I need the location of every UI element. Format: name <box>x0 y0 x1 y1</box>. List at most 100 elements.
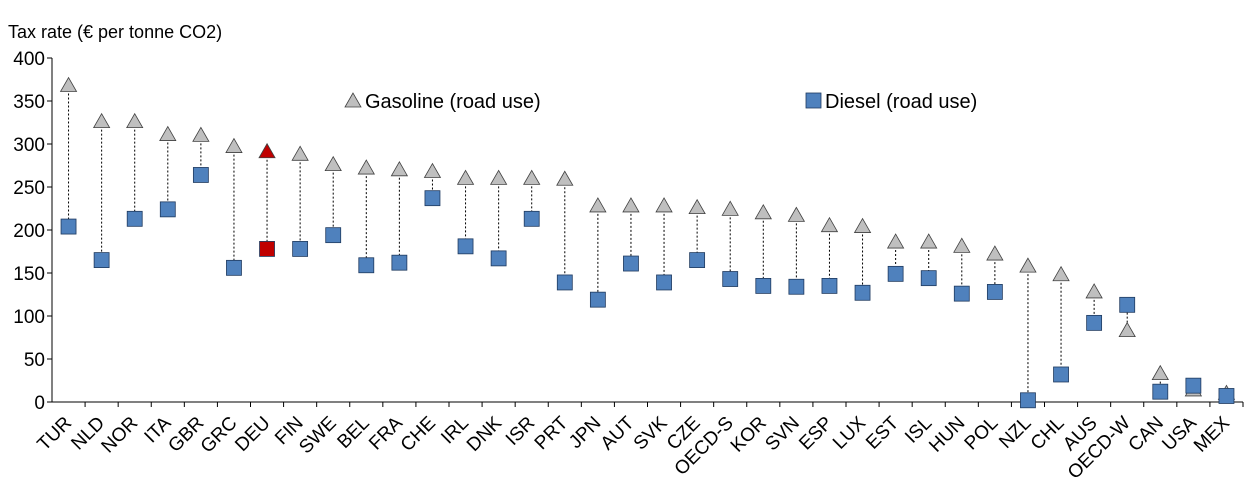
diesel-marker <box>93 252 110 269</box>
y-tick-label: 100 <box>13 307 45 328</box>
y-tick-label: 200 <box>13 221 45 242</box>
x-tick-label: NOR <box>98 413 143 458</box>
gasoline-marker <box>357 159 375 175</box>
x-tick-label: GBR <box>164 413 208 457</box>
diesel-marker <box>159 201 176 218</box>
axes <box>51 58 1243 403</box>
y-tick-label: 250 <box>13 178 45 199</box>
x-tick-label: SVN <box>761 413 803 455</box>
x-tick-label: CHL <box>1027 413 1069 455</box>
gasoline-marker <box>986 245 1004 261</box>
gasoline-marker <box>225 137 243 153</box>
x-tick-label: ISR <box>502 413 539 450</box>
diesel-marker <box>60 218 77 235</box>
gasoline-marker <box>886 233 905 249</box>
y-tick-label: 150 <box>13 264 45 285</box>
legend-diesel-marker <box>805 92 822 109</box>
x-tick-label: DNK <box>463 412 506 455</box>
diesel-marker <box>192 167 209 183</box>
x-tick-label: DEU <box>231 413 274 456</box>
y-tick-label: 400 <box>13 49 45 70</box>
gasoline-marker <box>655 197 673 213</box>
gasoline-marker <box>754 203 772 220</box>
diesel-marker <box>457 238 474 255</box>
x-ticks: TURNLDNORITAGBRGRCDEUFINSWEBELFRACHEIRLD… <box>34 402 1244 484</box>
diesel-marker <box>986 284 1003 300</box>
gasoline-marker <box>59 76 78 92</box>
gasoline-marker <box>523 169 541 185</box>
gasoline-marker <box>1085 283 1103 299</box>
x-tick-label: POL <box>961 413 1003 455</box>
x-tick-label: KOR <box>727 413 771 457</box>
diesel-marker <box>1053 366 1069 383</box>
gasoline-marker <box>126 112 144 129</box>
legend-gasoline-label: Gasoline (road use) <box>365 91 541 113</box>
diesel-marker <box>556 274 573 291</box>
diesel-marker <box>589 291 606 308</box>
gasoline-marker <box>258 142 276 159</box>
x-tick-label: FRA <box>365 412 407 454</box>
diesel-marker <box>1119 296 1136 313</box>
y-tick-label: 350 <box>13 92 45 113</box>
diesel-marker <box>1020 392 1036 409</box>
diesel-marker <box>755 277 772 294</box>
x-tick-label: ESP <box>795 413 837 455</box>
gasoline-marker <box>192 126 210 142</box>
diesel-marker <box>689 252 706 269</box>
legend-gasoline-marker <box>344 92 362 108</box>
gasoline-marker <box>291 145 309 161</box>
y-ticks: 0 50 100 150 200 250 300 350 400 <box>13 49 52 414</box>
diesel-marker <box>656 274 672 291</box>
diesel-marker <box>126 210 143 227</box>
gasoline-marker <box>920 233 938 249</box>
diesel-marker <box>1185 377 1202 394</box>
y-tick-label: 300 <box>13 135 45 156</box>
x-tick-label: GRC <box>197 413 242 458</box>
gasoline-marker <box>589 197 607 213</box>
gasoline-marker <box>390 160 409 177</box>
gasoline-marker <box>556 170 574 186</box>
gasoline-marker <box>1151 364 1169 381</box>
x-tick-label: CAN <box>1125 413 1168 456</box>
x-tick-label: LUX <box>829 412 870 453</box>
gasoline-marker <box>953 237 971 253</box>
y-tick-label: 0 <box>34 393 45 414</box>
gasoline-marker <box>1052 265 1070 282</box>
legend: Gasoline (road use) Diesel (road use) <box>344 91 977 113</box>
gasoline-marker <box>721 200 739 216</box>
y-axis-title: Tax rate (€ per tonne CO2) <box>8 22 222 42</box>
y-tick-label: 50 <box>24 350 45 371</box>
gasoline-marker <box>622 197 640 213</box>
diesel-marker <box>358 257 375 274</box>
gasoline-marker <box>787 206 806 222</box>
diesel-marker <box>292 241 309 257</box>
x-tick-label: SWE <box>295 413 340 458</box>
diesel-marker <box>391 254 408 271</box>
x-tick-label: PRT <box>531 412 573 454</box>
diesel-marker <box>523 210 540 227</box>
x-tick-label: AUT <box>597 412 639 454</box>
x-tick-label: NZL <box>995 413 1035 453</box>
diesel-marker <box>424 190 441 207</box>
connectors <box>68 85 1227 401</box>
diesel-marker <box>920 270 937 287</box>
x-tick-label: HUN <box>925 413 969 457</box>
diesel-marker <box>623 255 639 272</box>
diesel-marker <box>1086 314 1103 331</box>
x-tick-label: CHE <box>397 413 440 456</box>
gasoline-marker <box>820 216 839 233</box>
x-tick-label: EST <box>862 412 903 453</box>
gasoline-marker <box>423 162 442 178</box>
markers <box>59 76 1236 409</box>
x-tick-label: BEL <box>334 413 374 453</box>
gasoline-marker <box>324 155 342 172</box>
gasoline-marker <box>1019 257 1037 273</box>
gasoline-marker <box>1118 321 1136 338</box>
gasoline-marker <box>159 125 177 141</box>
x-tick-label: SVK <box>630 412 672 454</box>
x-tick-label: USA <box>1158 412 1201 455</box>
x-tick-label: MEX <box>1190 412 1234 456</box>
diesel-marker <box>1152 383 1169 400</box>
diesel-marker <box>854 284 871 301</box>
